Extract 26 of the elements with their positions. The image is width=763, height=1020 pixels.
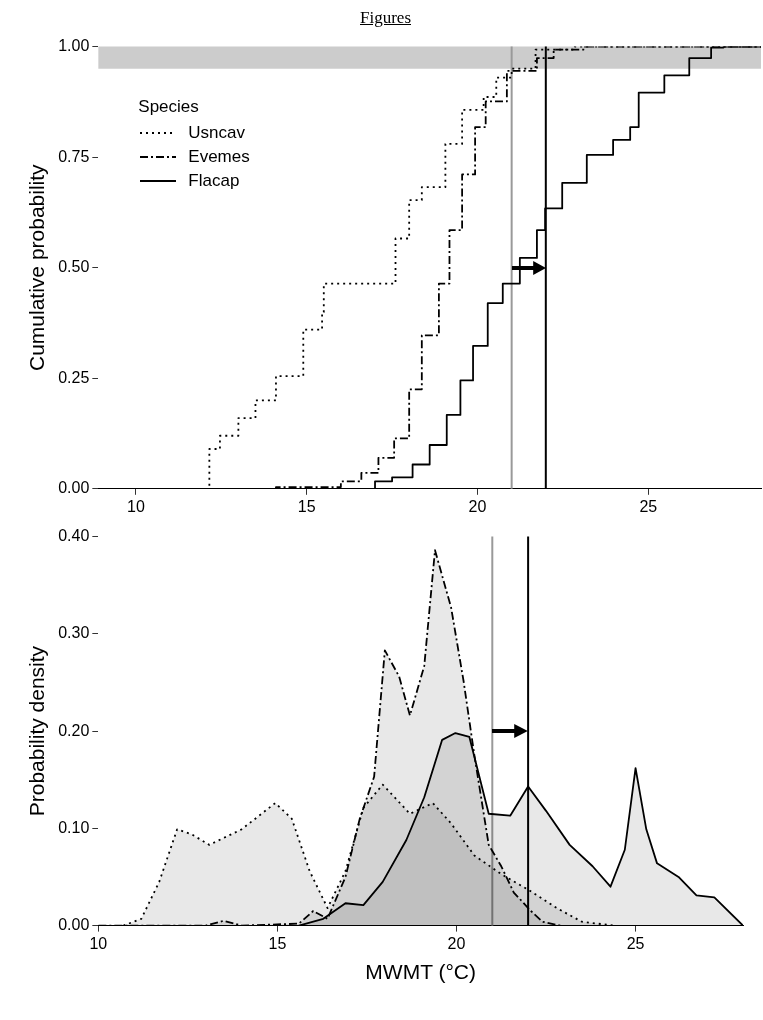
y-axis-title: Probability density (25, 645, 49, 817)
y-tick-label: 1.00 (58, 37, 90, 55)
legend-label: Usncav (188, 122, 246, 143)
legend-label: Evemes (188, 146, 250, 167)
legend-label: Flacap (188, 170, 240, 191)
y-tick-label: 0.40 (58, 527, 90, 545)
y-tick-label: 0.30 (58, 624, 90, 642)
y-tick-label: 0.25 (58, 368, 90, 386)
y-tick-label: 0.10 (58, 818, 90, 836)
y-tick-label: 0.20 (58, 721, 90, 739)
x-tick-label: 10 (127, 497, 145, 515)
y-tick-label: 0.50 (58, 258, 90, 276)
text: Figures (359, 8, 412, 29)
x-tick-label: 20 (468, 497, 487, 515)
y-axis-title: Cumulative probability (25, 163, 49, 371)
x-tick-label: 15 (268, 934, 287, 952)
x-tick-label: 25 (626, 934, 645, 952)
x-axis-title: MWMT (°C) (365, 960, 476, 984)
legend-title: Species (138, 96, 200, 117)
y-tick-label: 0.75 (58, 147, 90, 165)
x-tick-label: 10 (89, 934, 108, 952)
x-tick-label: 25 (639, 497, 658, 515)
y-tick-label: 0.00 (58, 916, 90, 934)
x-tick-label: 15 (297, 497, 316, 515)
y-tick-label: 0.00 (58, 479, 90, 497)
x-tick-label: 20 (447, 934, 466, 952)
